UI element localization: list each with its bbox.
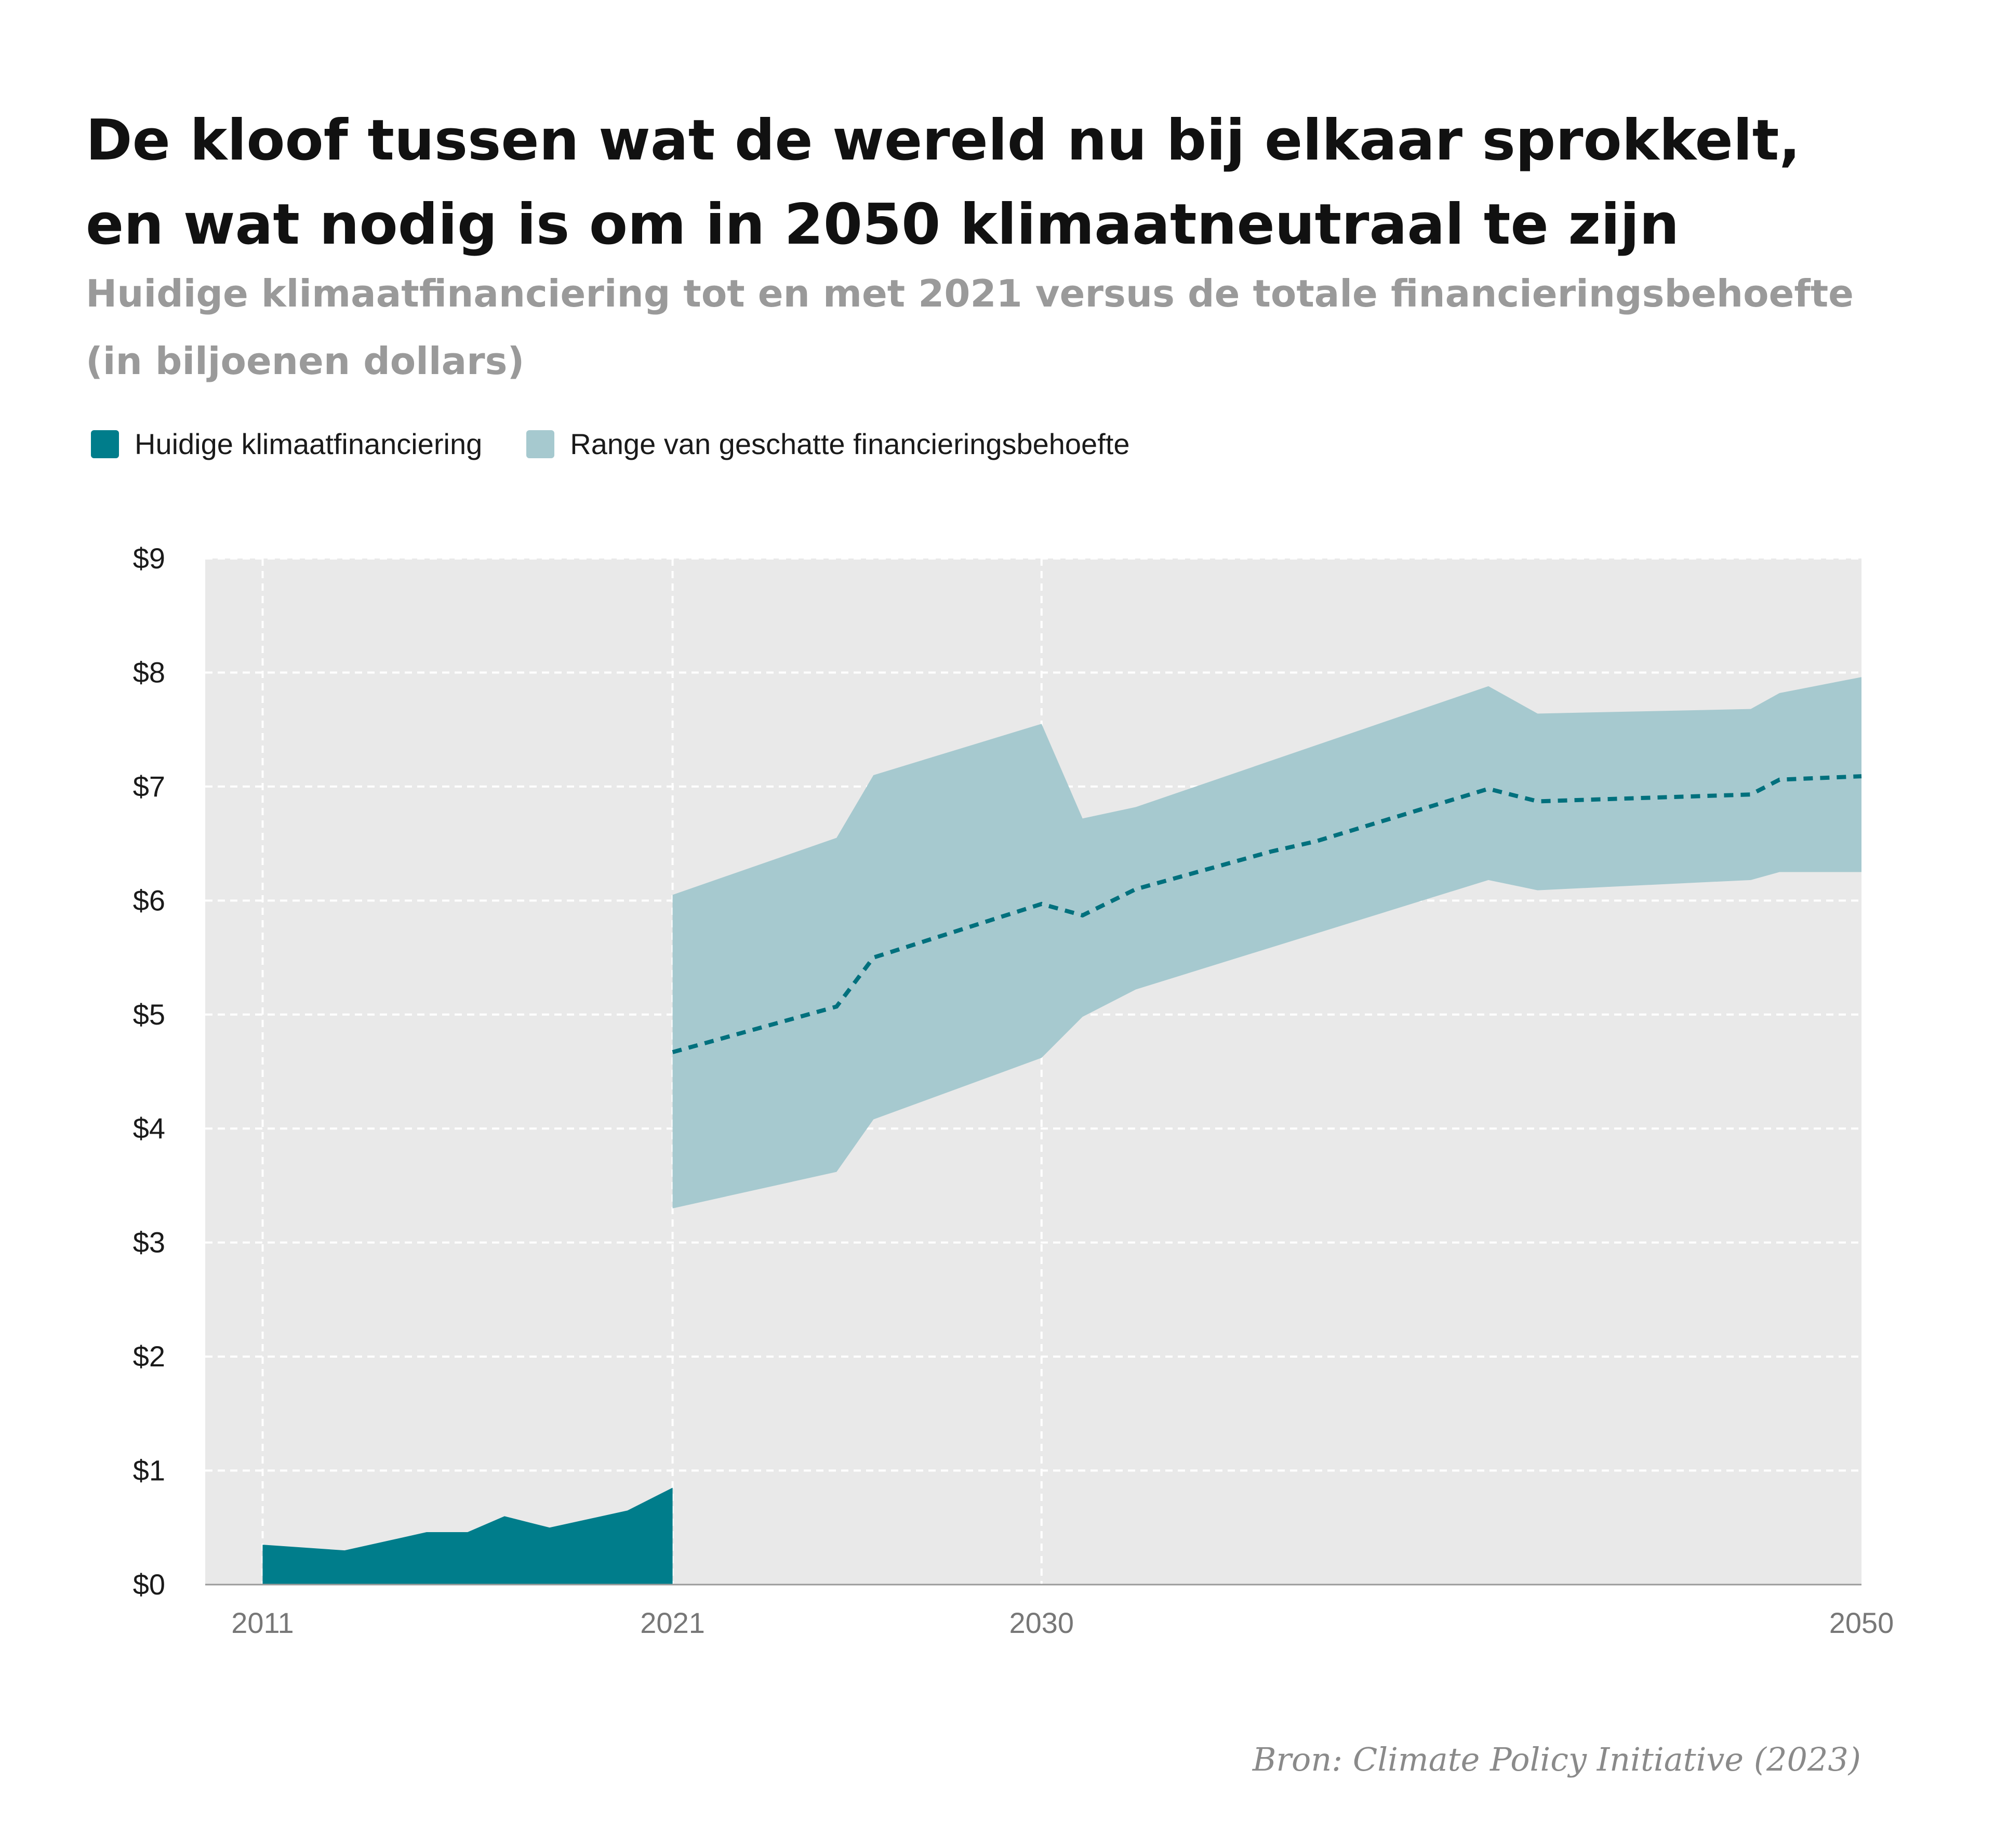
legend-item-range: Range van geschatte financieringsbehoeft…	[526, 427, 1129, 461]
chart-title-line-2: en wat nodig is om in 2050 klimaatneutra…	[86, 192, 1680, 257]
y-tick-label: $0	[133, 1568, 165, 1601]
legend-label-current-finance: Huidige klimaatfinanciering	[135, 428, 483, 460]
chart-title: De kloof tussen wat de wereld nu bij elk…	[86, 99, 1904, 267]
y-tick-label: $8	[133, 656, 165, 688]
x-tick-label: 2011	[231, 1606, 294, 1639]
chart-title-line-1: De kloof tussen wat de wereld nu bij elk…	[86, 108, 1801, 173]
x-tick-label: 2050	[1829, 1606, 1894, 1639]
legend-item-current-finance: Huidige klimaatfinanciering	[91, 427, 482, 461]
source-note: Bron: Climate Policy Initiative (2023)	[1252, 1740, 1861, 1778]
y-tick-label: $7	[133, 770, 165, 803]
y-tick-label: $5	[133, 998, 165, 1031]
legend-label-range: Range van geschatte financieringsbehoeft…	[570, 428, 1130, 460]
x-tick-label: 2021	[640, 1606, 705, 1639]
chart-legend: Huidige klimaatfinanciering Range van ge…	[91, 427, 1174, 461]
y-tick-label: $2	[133, 1340, 165, 1373]
legend-swatch-current-finance	[91, 430, 119, 458]
chart-subtitle: Huidige klimaatfinanciering tot en met 2…	[86, 260, 1904, 395]
y-tick-label: $4	[133, 1112, 165, 1145]
y-tick-label: $1	[133, 1454, 165, 1487]
x-tick-label: 2030	[1009, 1606, 1074, 1639]
financing-need-median-line	[672, 774, 1862, 1055]
y-tick-label: $9	[133, 542, 165, 575]
y-tick-label: $6	[133, 884, 165, 916]
chart-subtitle-line-1: Huidige klimaatfinanciering tot en met 2…	[86, 272, 1854, 315]
legend-swatch-range	[526, 430, 555, 458]
y-tick-label: $3	[133, 1226, 165, 1259]
chart-subtitle-line-2: (in biljoenen dollars)	[86, 339, 525, 383]
financing-need-range-band	[672, 677, 1862, 1208]
current-finance-area	[262, 1487, 673, 1585]
